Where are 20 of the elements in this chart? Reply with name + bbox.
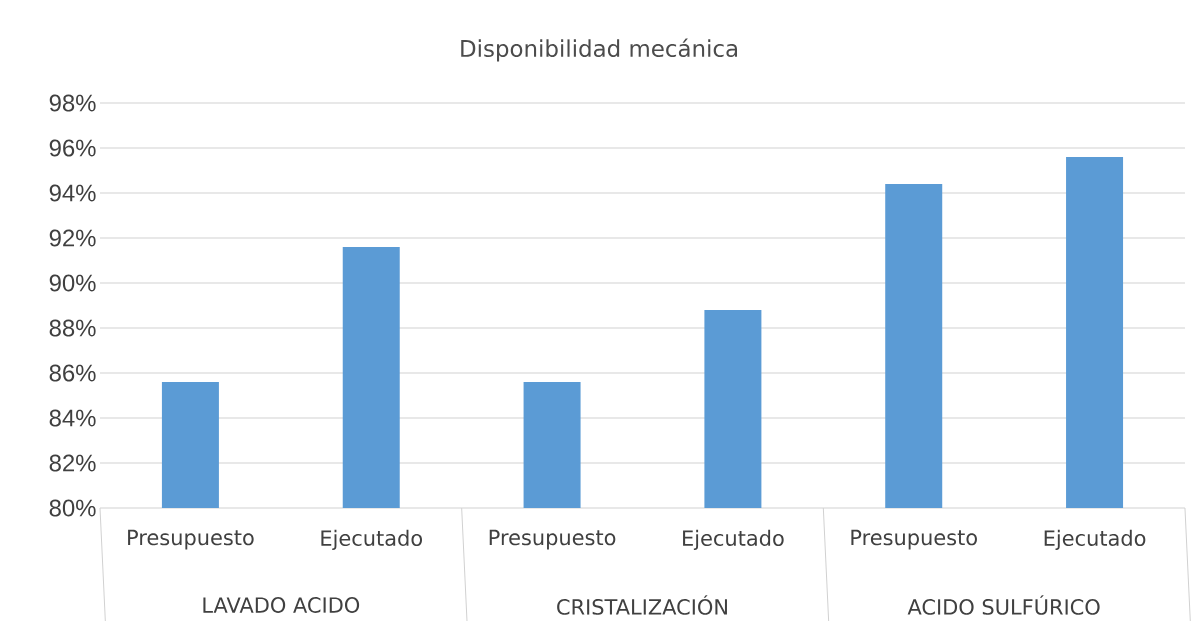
text: CRISTALIZACIÓN [557, 595, 727, 615]
y-tick-label: 88% [49, 319, 96, 337]
y-tick-label: 86% [49, 364, 96, 382]
x-tick-label: Presupuesto [128, 529, 254, 550]
y-tick-label: 96% [49, 139, 96, 157]
y-tick-label: 90% [49, 274, 96, 292]
y-tick-label: 84% [49, 409, 96, 427]
x-tick-label: Presupuesto [851, 529, 977, 550]
y-tick-label: 92% [49, 229, 96, 247]
text: LAVADO ACIDO [203, 597, 360, 613]
y-tick-label: 94% [49, 184, 96, 202]
y-tick-label: 98% [49, 94, 96, 112]
x-tick-label: Ejecutado [683, 529, 784, 551]
text: ACIDO SULFÚRICO [907, 595, 1100, 615]
x-tick-label: Ejecutado [1044, 529, 1146, 551]
y-tick-label: 82% [49, 454, 96, 472]
chart-title: Disponibilidad mecánica [461, 38, 738, 62]
x-tick-label: Presupuesto [489, 529, 616, 550]
y-tick-label: 80% [49, 499, 96, 517]
x-tick-label: Ejecutado [321, 529, 422, 551]
